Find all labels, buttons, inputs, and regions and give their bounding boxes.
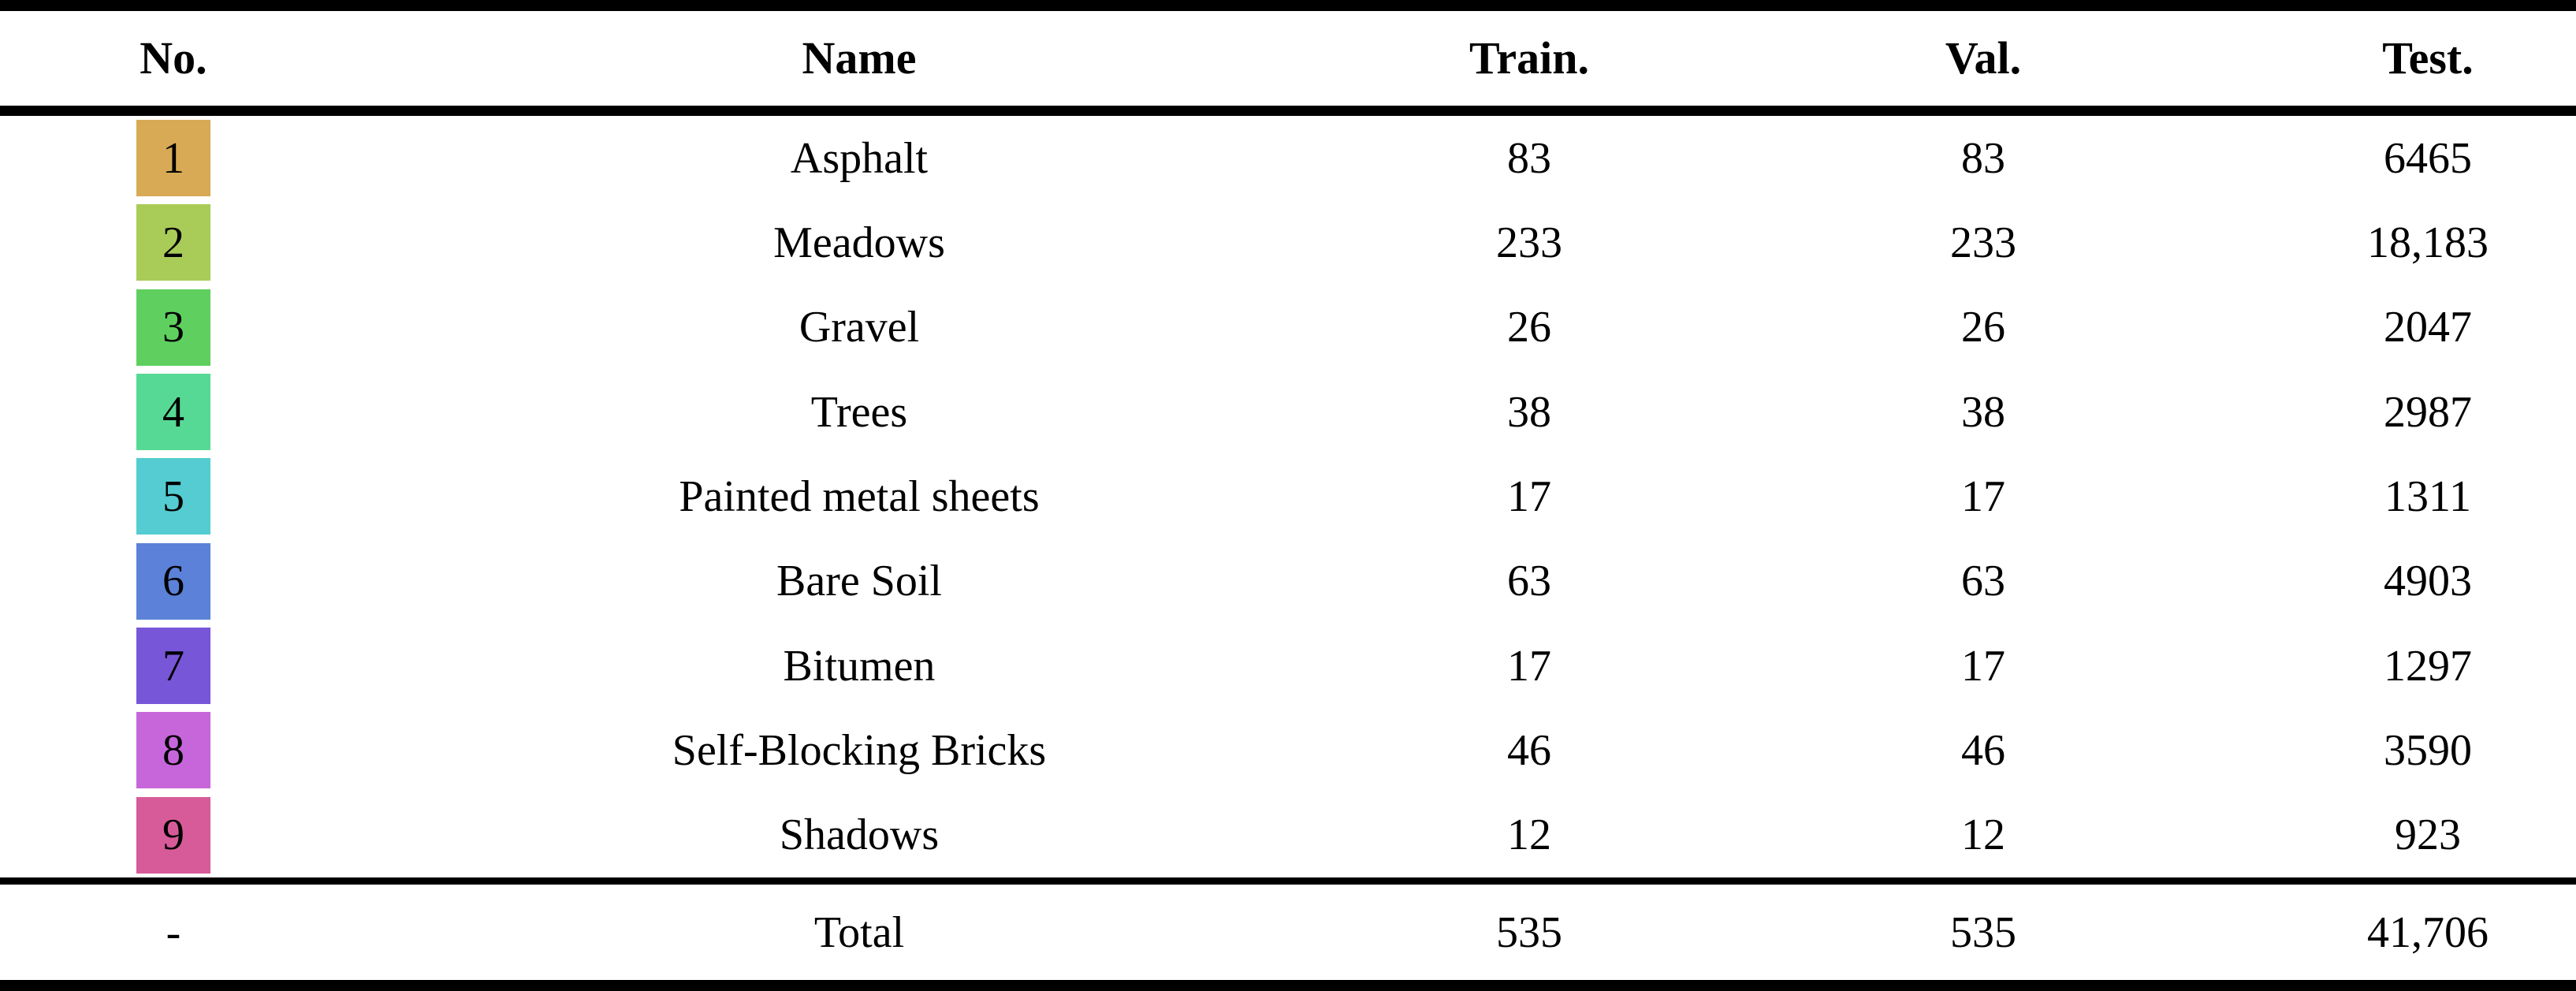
class-color-swatch: 8 [136,712,210,789]
total-row: - Total 535 535 41,706 [0,885,2576,980]
class-number-cell: 5 [0,454,347,538]
class-color-swatch: 6 [136,542,210,620]
class-name-cell: Bitumen [783,641,936,691]
class-number: 5 [162,471,184,521]
total-val-cell: 535 [1950,907,2016,957]
train-count-cell: 26 [1507,303,1551,352]
train-count-cell: 17 [1507,641,1551,691]
class-color-swatch: 3 [136,289,210,366]
class-name-cell: Asphalt [790,133,929,183]
table-row: 8 Self-Blocking Bricks 46 46 3590 [0,708,2576,792]
header-val: Val. [1945,32,2022,84]
header-rule [0,106,2576,116]
val-count-cell: 12 [1961,810,2005,860]
class-number-cell: 2 [0,200,347,285]
test-count-cell: 1297 [2384,641,2472,691]
test-count-cell: 923 [2395,810,2461,860]
table-row: 7 Bitumen 17 17 1297 [0,624,2576,708]
val-count-cell: 17 [1961,641,2005,691]
train-count-cell: 12 [1507,810,1551,860]
test-count-cell: 2047 [2384,303,2472,352]
total-no-cell: - [166,907,181,957]
class-number: 6 [162,557,184,606]
class-name-cell: Painted metal sheets [679,471,1040,521]
train-count-cell: 83 [1507,133,1551,183]
class-number-cell: 8 [0,708,347,792]
header-name: Name [802,32,917,84]
table-row: 6 Bare Soil 63 63 4903 [0,539,2576,624]
val-count-cell: 26 [1961,303,2005,352]
table-row: 9 Shadows 12 12 923 [0,793,2576,877]
class-number-cell: 7 [0,624,347,708]
val-count-cell: 83 [1961,133,2005,183]
class-number-cell: 4 [0,370,347,454]
class-number: 7 [162,641,184,691]
class-name-cell: Self-Blocking Bricks [672,725,1047,775]
class-number: 2 [162,218,184,267]
val-count-cell: 46 [1961,725,2005,775]
total-label: Total [813,907,905,957]
train-count-cell: 63 [1507,557,1551,606]
header-train: Train. [1469,32,1589,84]
class-number-cell: 1 [0,116,347,200]
header-no: No. [140,32,207,84]
test-count-cell: 4903 [2384,557,2472,606]
bottom-rule [0,980,2576,991]
header-test: Test. [2382,32,2474,84]
class-number: 9 [162,810,184,860]
top-rule [0,0,2576,11]
train-count-cell: 233 [1496,218,1562,267]
class-number: 8 [162,725,184,775]
class-name-cell: Trees [810,387,908,437]
table-row: 2 Meadows 233 233 18,183 [0,200,2576,285]
class-number: 3 [162,303,184,352]
val-count-cell: 38 [1961,387,2005,437]
table-row: 1 Asphalt 83 83 6465 [0,116,2576,200]
class-number-cell: 9 [0,793,347,877]
val-count-cell: 17 [1961,471,2005,521]
table-body: 1 Asphalt 83 83 6465 2 Meadows 233 233 1… [0,116,2576,877]
class-name-cell: Meadows [773,218,945,267]
class-number: 1 [162,133,184,183]
class-color-swatch: 2 [136,204,210,281]
table-row: 4 Trees 38 38 2987 [0,370,2576,454]
class-color-swatch: 7 [136,628,210,705]
class-color-swatch: 1 [136,120,210,197]
test-count-cell: 6465 [2384,133,2472,183]
class-color-swatch: 5 [136,458,210,535]
train-count-cell: 46 [1507,725,1551,775]
class-number-cell: 6 [0,539,347,624]
class-name-cell: Gravel [798,303,920,352]
test-count-cell: 18,183 [2367,218,2489,267]
class-number: 4 [162,387,184,437]
class-number-cell: 3 [0,285,347,370]
train-count-cell: 38 [1507,387,1551,437]
table-row: 5 Painted metal sheets 17 17 1311 [0,454,2576,538]
test-count-cell: 1311 [2384,471,2471,521]
total-train-cell: 535 [1496,907,1562,957]
class-name-cell: Bare Soil [776,557,942,606]
table-row: 3 Gravel 26 26 2047 [0,285,2576,370]
total-test-cell: 41,706 [2367,907,2489,957]
class-color-swatch: 4 [136,374,210,451]
class-color-swatch: 9 [136,796,210,874]
total-rule [0,877,2576,885]
train-count-cell: 17 [1507,471,1551,521]
class-name-cell: Shadows [779,810,940,860]
table-header-row: No. Name Train. Val. Test. [0,11,2576,106]
val-count-cell: 233 [1950,218,2016,267]
test-count-cell: 3590 [2384,725,2472,775]
test-count-cell: 2987 [2384,387,2472,437]
val-count-cell: 63 [1961,557,2005,606]
